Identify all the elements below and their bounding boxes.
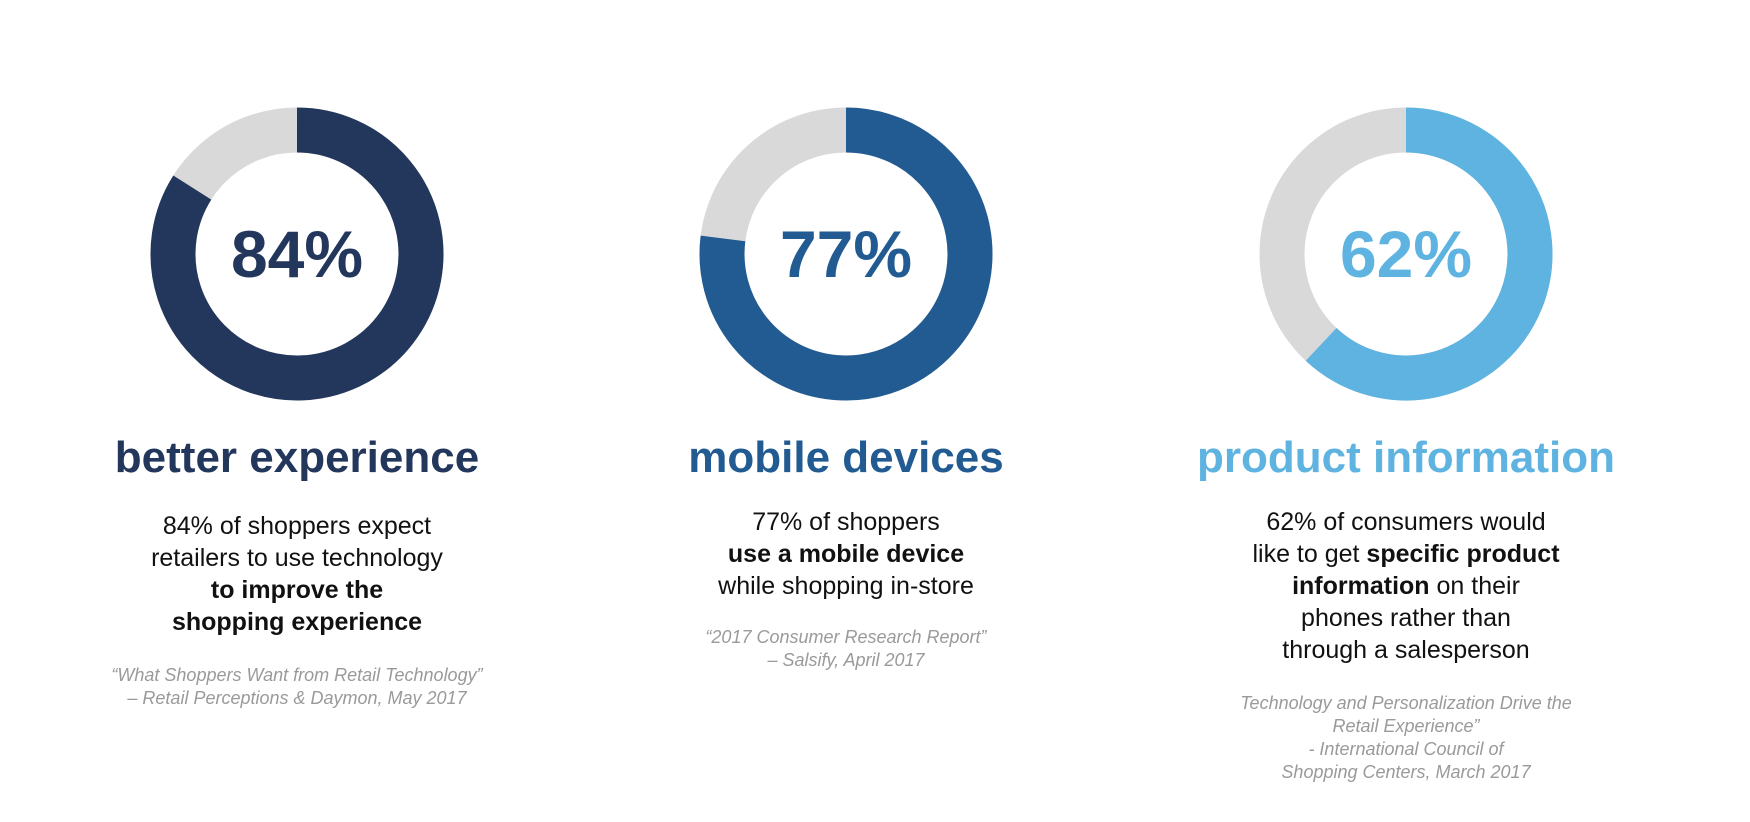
percentage-value: 77% xyxy=(780,217,912,291)
donut-chart: 62% xyxy=(1256,104,1556,404)
description-line: while shopping in-store xyxy=(566,570,1126,602)
description-text: 77% of shoppers xyxy=(752,508,940,536)
description-line: like to get specific product xyxy=(1126,538,1686,570)
stat-panel-mobile-devices: 77% mobile devices 77% of shoppers use a … xyxy=(566,0,1126,822)
source-citation-line: - International Council of xyxy=(1308,739,1504,759)
stat-source: Technology and Personalization Drive the… xyxy=(1126,692,1686,784)
stat-source: “What Shoppers Want from Retail Technolo… xyxy=(17,664,577,710)
description-line: information on their xyxy=(1126,570,1686,602)
stat-panel-better-experience: 84% better experience 84% of shoppers ex… xyxy=(17,0,577,822)
stat-description: 62% of consumers would like to get specif… xyxy=(1126,506,1686,666)
stat-source: “2017 Consumer Research Report” – Salsify… xyxy=(566,626,1126,672)
stat-description: 84% of shoppers expect retailers to use t… xyxy=(17,510,577,638)
description-emphasis: to improve the xyxy=(210,576,384,604)
description-text: 84% of shoppers expect xyxy=(162,512,432,540)
donut-svg: 84% xyxy=(150,107,444,401)
source-citation-line: Shopping Centers, March 2017 xyxy=(1281,762,1531,782)
stat-title: product information xyxy=(1197,433,1615,482)
description-line: phones rather than xyxy=(1126,602,1686,634)
description-text: retailers to use technology xyxy=(151,544,443,572)
donut-svg: 62% xyxy=(1259,107,1553,401)
stat-title: mobile devices xyxy=(688,433,1004,482)
description-text: 62% of consumers would xyxy=(1266,508,1546,536)
source-citation-line: Retail Experience” xyxy=(1332,716,1480,736)
description-line: shopping experience xyxy=(17,606,577,638)
stat-panel-product-information: 62% product information 62% of consumers… xyxy=(1126,0,1686,822)
source-citation-line: “2017 Consumer Research Report” xyxy=(705,627,987,647)
description-emphasis: specific product xyxy=(1366,540,1560,568)
description-line: use a mobile device xyxy=(566,538,1126,570)
stat-title: better experience xyxy=(114,433,480,482)
description-line: 84% of shoppers expect xyxy=(17,510,577,542)
source-citation-line: “What Shoppers Want from Retail Technolo… xyxy=(111,665,483,685)
description-text: phones rather than xyxy=(1301,604,1511,632)
percentage-value: 84% xyxy=(231,217,363,291)
description-emphasis: shopping experience xyxy=(171,608,423,636)
donut-svg: 77% xyxy=(699,107,993,401)
stat-description: 77% of shoppers use a mobile device while … xyxy=(566,506,1126,602)
description-emphasis: information xyxy=(1292,572,1430,600)
donut-value-arc xyxy=(150,107,444,401)
description-line: to improve the xyxy=(17,574,577,606)
description-text: like to get xyxy=(1252,540,1367,568)
description-text: on their xyxy=(1429,572,1520,600)
description-emphasis: use a mobile device xyxy=(727,540,965,568)
source-citation-line: Technology and Personalization Drive the xyxy=(1240,693,1572,713)
donut-value-arc xyxy=(1305,107,1553,401)
description-text: while shopping in-store xyxy=(718,572,974,600)
description-line: through a salesperson xyxy=(1126,634,1686,666)
percentage-value: 62% xyxy=(1340,217,1472,291)
description-line: retailers to use technology xyxy=(17,542,577,574)
donut-chart: 77% xyxy=(696,104,996,404)
source-citation-line: – Salsify, April 2017 xyxy=(767,650,925,670)
description-text: through a salesperson xyxy=(1282,636,1530,664)
donut-chart: 84% xyxy=(147,104,447,404)
description-line: 62% of consumers would xyxy=(1126,506,1686,538)
description-line: 77% of shoppers xyxy=(566,506,1126,538)
donut-value-arc xyxy=(699,107,993,401)
source-citation-line: – Retail Perceptions & Daymon, May 2017 xyxy=(127,688,467,708)
